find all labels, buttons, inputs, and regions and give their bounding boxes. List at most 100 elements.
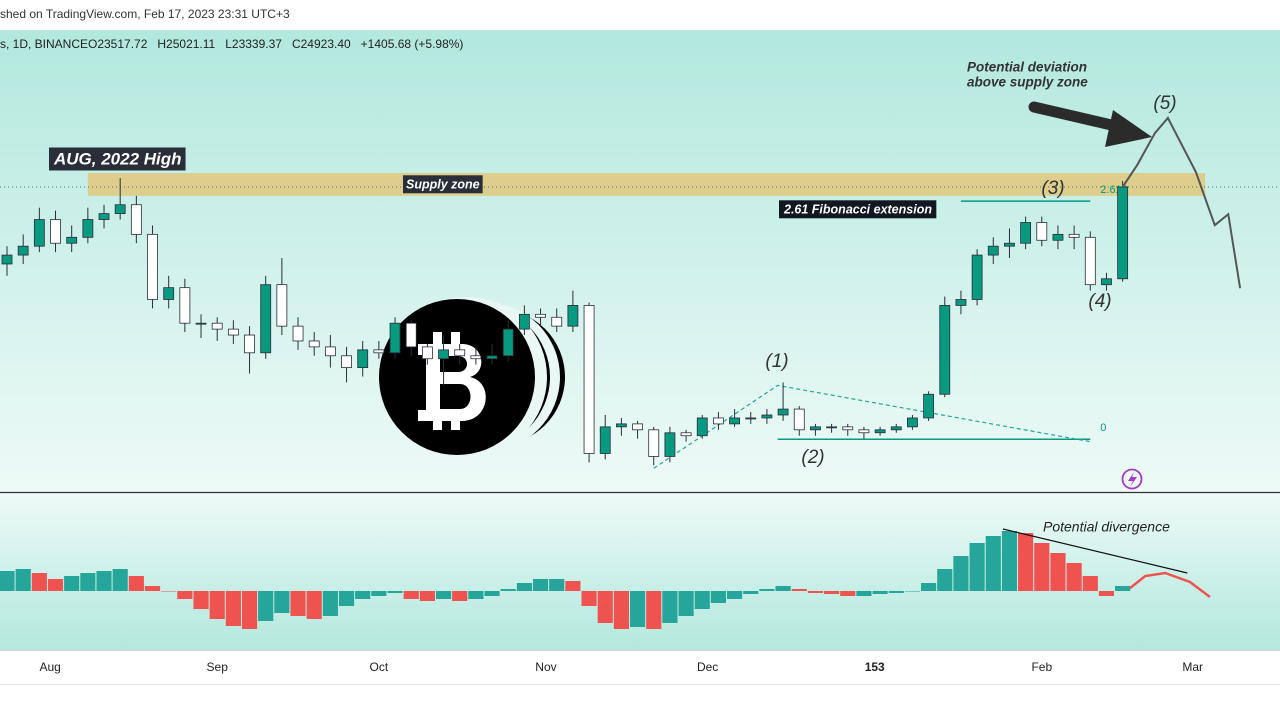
histogram-bar xyxy=(452,591,468,601)
histogram-bar xyxy=(597,591,613,623)
histogram-bar xyxy=(969,543,985,591)
fib-label: 2.61 Fibonacci extension xyxy=(783,202,932,216)
histogram-bar xyxy=(144,586,161,591)
ohlc-value: +1405.68 (+5.98%) xyxy=(361,37,464,51)
candle-body xyxy=(244,334,255,354)
price-pane xyxy=(0,30,1280,492)
candle-body xyxy=(1020,222,1032,244)
candle-body xyxy=(82,219,94,238)
histogram-bar xyxy=(516,583,532,591)
ohlc-value: L23339.37 xyxy=(225,37,282,51)
x-tick-label: Feb xyxy=(1031,660,1052,674)
candle-body xyxy=(17,245,29,256)
histogram-bar xyxy=(355,591,371,599)
wave-label: (2) xyxy=(801,447,824,468)
wave-label: (1) xyxy=(765,351,788,372)
histogram-bar xyxy=(791,589,807,591)
histogram-bar xyxy=(338,591,355,606)
candle-body xyxy=(389,322,401,354)
candle-body xyxy=(502,328,514,357)
supply-zone xyxy=(87,173,1206,196)
x-tick-label: Sep xyxy=(207,660,229,674)
candle-body xyxy=(66,236,78,244)
candle-body xyxy=(1052,233,1064,241)
candle-body xyxy=(50,219,61,244)
candle-body xyxy=(745,417,757,420)
high-label: AUG, 2022 High xyxy=(53,149,182,168)
deviation-note: Potential deviation xyxy=(967,60,1087,75)
histogram-bar xyxy=(193,591,209,609)
histogram-bar xyxy=(1115,586,1131,591)
candle-body xyxy=(567,305,579,327)
candle-body xyxy=(1,254,13,265)
histogram-bar xyxy=(565,581,581,591)
histogram-bar xyxy=(1018,533,1034,591)
histogram-bar xyxy=(274,591,290,613)
histogram-bar xyxy=(64,576,80,591)
candle-body xyxy=(1036,222,1048,241)
histogram-bar xyxy=(31,573,47,591)
candle-body xyxy=(810,426,821,431)
candle-body xyxy=(1117,186,1129,280)
histogram-bar xyxy=(387,591,403,593)
ohlc-value: H25021.11 xyxy=(157,37,215,51)
projection-line xyxy=(1121,116,1242,289)
histogram-bar xyxy=(112,569,128,591)
histogram-bar xyxy=(15,569,31,591)
candle-body xyxy=(260,284,272,354)
candle-body xyxy=(713,417,724,425)
candle-body xyxy=(114,204,126,215)
histogram-bar xyxy=(209,591,225,619)
histogram-bar xyxy=(888,591,904,593)
ohlc-value: O23517.72 xyxy=(88,37,148,51)
wave-label: (3) xyxy=(1041,178,1064,199)
histogram-bar xyxy=(241,591,258,629)
candle-body xyxy=(664,432,676,457)
histogram-bar xyxy=(468,591,484,599)
histogram-bar xyxy=(1066,563,1082,591)
candle-body xyxy=(308,340,320,348)
candle-body xyxy=(179,287,191,324)
histogram-bar xyxy=(0,571,15,591)
candle-body xyxy=(987,245,999,256)
label-box xyxy=(403,175,483,194)
histogram-bar xyxy=(904,591,921,592)
histogram-bar xyxy=(678,591,694,616)
arrow xyxy=(1028,101,1152,147)
candle-body xyxy=(195,322,207,325)
x-tick-label: Dec xyxy=(697,660,718,674)
histogram-bar xyxy=(629,591,646,627)
candle-body xyxy=(1004,242,1015,247)
fib-level-label: 0 xyxy=(1100,422,1106,434)
candle-body xyxy=(211,322,223,330)
candle-body xyxy=(1101,278,1112,286)
oscillator-projection xyxy=(1129,571,1211,598)
candle-body xyxy=(696,417,708,437)
histogram-bar xyxy=(484,591,500,596)
label-box xyxy=(49,147,186,171)
candle-body xyxy=(438,349,449,360)
candle-body xyxy=(518,313,530,330)
wave-label: (5) xyxy=(1153,93,1176,114)
alert-icon[interactable] xyxy=(1121,468,1143,490)
candle-body xyxy=(147,233,158,300)
candle-body xyxy=(1068,233,1080,238)
candle-body xyxy=(227,328,239,336)
symbol-legend: s, 1D, BINANCE xyxy=(0,37,88,51)
candle-body xyxy=(276,284,288,327)
histogram-bar xyxy=(743,591,759,594)
candle-body xyxy=(373,349,385,354)
candle-body xyxy=(761,414,773,419)
candle-body xyxy=(680,432,692,437)
candle-body xyxy=(324,346,336,357)
histogram-bar xyxy=(532,579,549,591)
candle-body xyxy=(648,429,660,457)
x-tick-label: Oct xyxy=(370,660,389,674)
candle-body xyxy=(405,322,417,348)
candle-body xyxy=(535,313,546,318)
candle-body xyxy=(1084,236,1096,286)
candle-body xyxy=(470,355,482,360)
histogram-bar xyxy=(937,569,953,591)
candle-body xyxy=(826,426,838,429)
header-bg xyxy=(0,0,1280,30)
